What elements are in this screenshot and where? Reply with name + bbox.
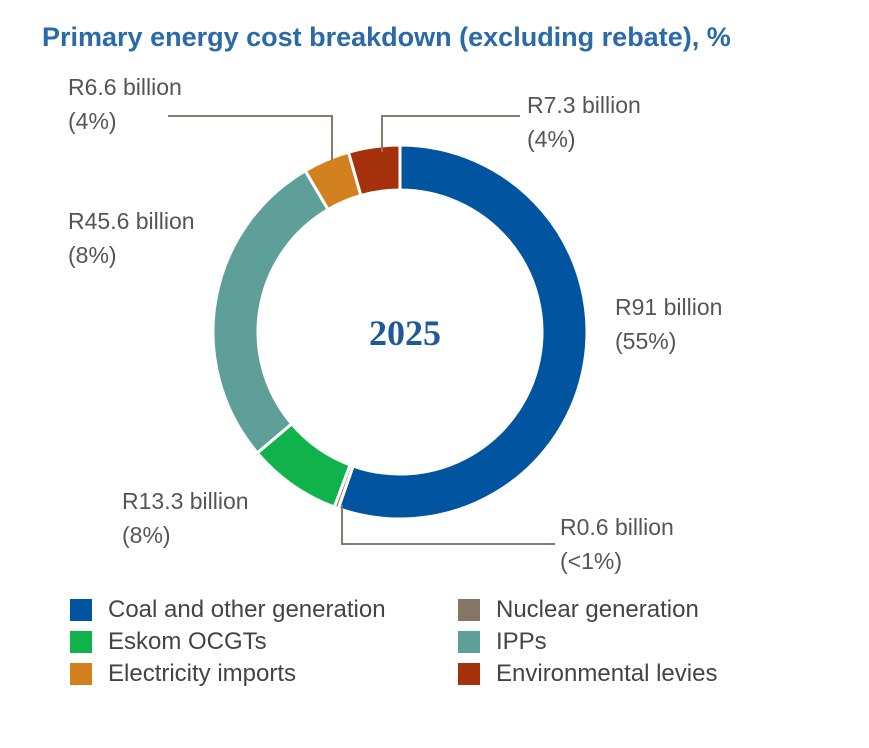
- slice-label-ipps: R45.6 billion (8%): [68, 208, 195, 268]
- legend-label: Eskom OCGTs: [108, 628, 267, 655]
- slice-label-imports: R6.6 billion (4%): [68, 74, 182, 134]
- legend-item-levies: Environmental levies: [458, 660, 717, 688]
- legend-label: Environmental levies: [496, 660, 718, 687]
- legend-swatch: [70, 599, 92, 621]
- slice-label-nuclear: R0.6 billion (<1%): [560, 514, 674, 574]
- legend-item-ipps: IPPs: [458, 628, 547, 656]
- leader-line-imports: [168, 115, 333, 160]
- center-year-label: 2025: [369, 313, 441, 353]
- legend-swatch: [458, 631, 480, 653]
- legend-swatch: [458, 599, 480, 621]
- legend-swatch: [458, 663, 480, 685]
- legend-item-coal: Coal and other generation: [70, 596, 386, 624]
- slice-label-ocgts: R13.3 billion (8%): [122, 488, 249, 548]
- legend-label: Nuclear generation: [496, 596, 699, 623]
- donut-slice-environmental-levies: [346, 143, 402, 198]
- legend-label: Coal and other generation: [108, 596, 386, 623]
- chart-title: Primary energy cost breakdown (excluding…: [42, 22, 731, 52]
- legend-item-imports: Electricity imports: [70, 660, 296, 688]
- donut-slice-ipps: [211, 168, 331, 456]
- leader-line-nuclear: [341, 505, 555, 545]
- legend-item-nuclear: Nuclear generation: [458, 596, 699, 624]
- legend-label: IPPs: [496, 628, 547, 655]
- donut-slice-coal-and-other-generation: [336, 143, 589, 521]
- leader-line-levies: [381, 115, 520, 152]
- legend-item-ocgts: Eskom OCGTs: [70, 628, 267, 656]
- legend-label: Electricity imports: [108, 660, 297, 687]
- slice-label-coal: R91 billion (55%): [615, 294, 723, 354]
- legend-swatch: [70, 663, 92, 685]
- slice-label-levies: R7.3 billion (4%): [527, 92, 641, 152]
- legend-swatch: [70, 631, 92, 653]
